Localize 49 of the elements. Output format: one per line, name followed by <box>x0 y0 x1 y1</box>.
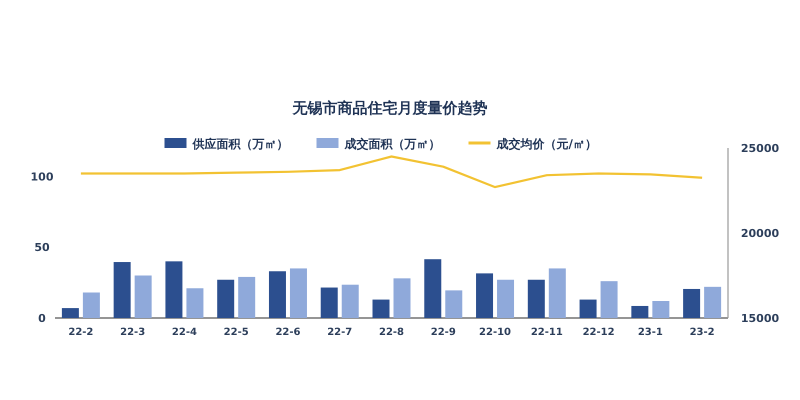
bar <box>238 276 256 318</box>
x-tick-label: 22-8 <box>378 327 404 338</box>
bar <box>704 286 722 318</box>
legend-label: 成交面积（万㎡） <box>344 137 440 151</box>
y-tick-label: 50 <box>34 241 50 254</box>
bar <box>394 278 410 318</box>
bar <box>268 271 286 318</box>
bar <box>476 273 494 318</box>
x-tick-label: 22-4 <box>172 327 197 338</box>
x-tick-label: 22-10 <box>479 327 512 338</box>
x-tick-label: 22-6 <box>275 327 301 338</box>
bar <box>600 281 618 318</box>
bar <box>165 261 182 318</box>
title: 无锡市商品住宅月度量价趋势 <box>292 99 488 117</box>
bar <box>62 308 79 318</box>
bar <box>445 290 462 318</box>
x-tick-label: 22-11 <box>530 327 563 338</box>
bar <box>320 288 338 318</box>
x-tick-label: 22-12 <box>582 327 615 338</box>
bar <box>652 301 670 318</box>
bar <box>424 259 442 318</box>
x-tick-label: 23-2 <box>690 327 715 338</box>
x-tick-label: 22-7 <box>327 327 352 338</box>
bar <box>134 276 152 318</box>
bar <box>497 280 514 318</box>
bar <box>548 268 566 318</box>
y2-tick-label: 20000 <box>740 227 780 240</box>
x-tick-label: 22-5 <box>224 327 249 338</box>
x-tick-label: 22-2 <box>68 327 94 338</box>
x-tick-label: 22-3 <box>120 327 146 338</box>
bar <box>342 284 359 318</box>
bar <box>528 280 545 318</box>
legend-label: 供应面积（万㎡） <box>192 137 288 151</box>
bar <box>683 288 700 318</box>
bar <box>580 300 597 318</box>
x-tick-label: 23-1 <box>638 327 663 338</box>
bar <box>290 268 307 318</box>
bar <box>217 280 234 318</box>
bar <box>631 306 648 318</box>
bar <box>186 288 204 318</box>
y-tick-label: 0 <box>38 312 46 325</box>
x-tick-label: 22-9 <box>430 327 456 338</box>
bar <box>114 262 131 318</box>
y2-tick-label: 25000 <box>740 142 780 155</box>
y-tick-label: 100 <box>30 170 54 184</box>
bar <box>82 292 100 318</box>
y2-tick-label: 15000 <box>740 312 780 325</box>
legend-label: 成交均价（元/㎡） <box>496 137 597 151</box>
bar <box>372 300 390 318</box>
